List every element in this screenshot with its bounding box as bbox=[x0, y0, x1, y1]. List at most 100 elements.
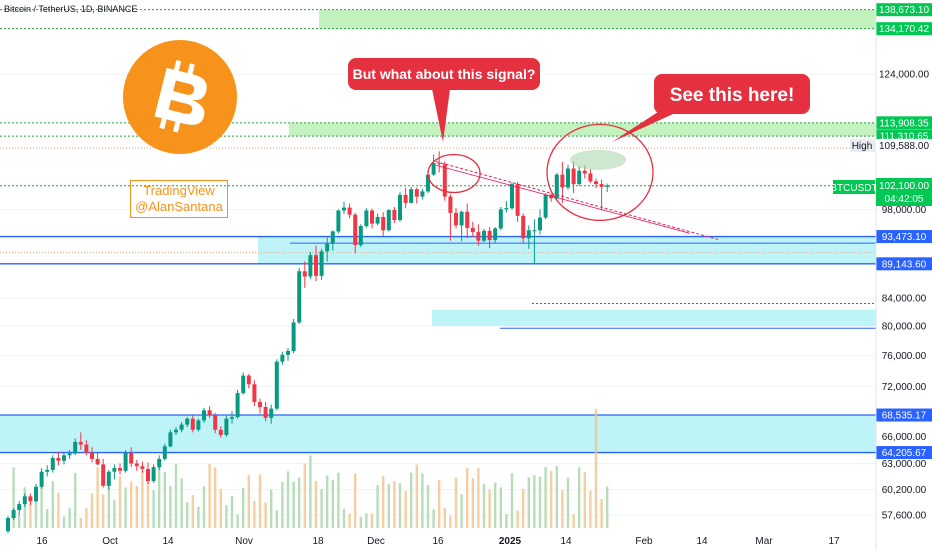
symbol-tag-text: BTCUSDT bbox=[830, 183, 877, 194]
candle-body-27 bbox=[157, 458, 162, 468]
candle-body-37 bbox=[213, 415, 218, 430]
candle-body-106 bbox=[599, 184, 604, 187]
volume-bar-97 bbox=[550, 471, 553, 528]
volume-bar-10 bbox=[62, 516, 66, 528]
volume-bar-86 bbox=[488, 489, 491, 528]
volume-bar-96 bbox=[544, 466, 547, 528]
high-value-text: 109,588.00 bbox=[879, 141, 929, 152]
x-tick-1: Oct bbox=[102, 536, 118, 547]
volume-bar-4 bbox=[29, 497, 32, 528]
volume-bar-23 bbox=[135, 486, 138, 528]
candle-body-69 bbox=[392, 209, 397, 221]
volume-bar-80 bbox=[454, 477, 458, 528]
price-tag-6 bbox=[876, 257, 932, 271]
volume-bar-44 bbox=[253, 501, 256, 528]
volume-bar-45 bbox=[258, 474, 262, 528]
price-tag-1 bbox=[876, 22, 932, 36]
candle-body-12 bbox=[73, 441, 78, 454]
volume-bar-26 bbox=[152, 490, 155, 528]
volume-bar-103 bbox=[583, 472, 586, 528]
volume-bar-59 bbox=[337, 472, 340, 528]
candle-body-55 bbox=[314, 255, 318, 276]
volume-bar-88 bbox=[499, 487, 502, 528]
horizontal-levels bbox=[0, 9, 876, 454]
candle-body-31 bbox=[179, 424, 184, 430]
volume-bar-40 bbox=[230, 495, 234, 528]
trendline-dashed bbox=[435, 161, 719, 240]
price-tag-2 bbox=[876, 116, 932, 130]
candle-body-77 bbox=[437, 163, 442, 165]
zone-cyan-4 bbox=[0, 415, 876, 453]
volume-bar-30 bbox=[174, 463, 178, 528]
volume-bar-54 bbox=[309, 455, 312, 528]
candle-body-82 bbox=[465, 211, 470, 228]
volume-bar-76 bbox=[432, 509, 435, 528]
candle-body-62 bbox=[353, 214, 358, 246]
candle-body-2 bbox=[17, 504, 22, 511]
candle-body-80 bbox=[454, 212, 458, 226]
volume-bar-60 bbox=[342, 508, 346, 528]
candle-body-36 bbox=[207, 410, 212, 416]
volume-bar-69 bbox=[393, 481, 396, 528]
candle-body-41 bbox=[235, 393, 240, 418]
candle-body-5 bbox=[34, 486, 38, 502]
volume-bar-62 bbox=[354, 473, 357, 528]
candle-body-73 bbox=[414, 189, 419, 197]
candle-body-58 bbox=[330, 231, 335, 244]
volume-bar-102 bbox=[578, 467, 581, 528]
y-tick-5: 72,000.00 bbox=[882, 382, 927, 393]
volume-bar-35 bbox=[202, 486, 206, 528]
candle-body-96 bbox=[543, 194, 548, 218]
candle-body-78 bbox=[442, 164, 447, 197]
volume-bar-15 bbox=[90, 493, 94, 528]
volume-bar-106 bbox=[600, 499, 603, 528]
volume-bar-66 bbox=[376, 485, 379, 528]
candle-body-32 bbox=[185, 418, 190, 425]
signal-circle bbox=[427, 153, 481, 194]
chart-title: Bitcoin / TetherUS, 1D, BINANCE bbox=[4, 4, 138, 14]
candle-body-34 bbox=[196, 420, 201, 430]
volume-bar-74 bbox=[421, 473, 424, 528]
volume-bar-8 bbox=[51, 481, 54, 528]
volume-bar-29 bbox=[169, 486, 172, 528]
high-label-box bbox=[850, 139, 875, 152]
candle-body-4 bbox=[28, 496, 33, 502]
volume-bar-83 bbox=[471, 478, 474, 528]
x-tick-12: 17 bbox=[828, 536, 840, 547]
last-price-tag bbox=[876, 178, 932, 206]
volume-bar-43 bbox=[247, 474, 250, 528]
candle-body-54 bbox=[308, 255, 313, 277]
volume-bar-89 bbox=[505, 514, 508, 528]
volume-bars bbox=[6, 408, 609, 528]
candle-body-83 bbox=[470, 227, 475, 233]
candle-body-40 bbox=[230, 417, 234, 419]
y-tick-9: 57,600.00 bbox=[882, 511, 927, 522]
volume-bar-101 bbox=[572, 514, 575, 528]
candle-body-99 bbox=[560, 174, 565, 188]
candle-body-49 bbox=[280, 354, 285, 362]
volume-bar-100 bbox=[566, 477, 570, 528]
volume-bar-91 bbox=[516, 510, 519, 528]
candle-body-65 bbox=[370, 210, 374, 224]
price-tag-text-0: 138,673.10 bbox=[879, 5, 929, 16]
price-tag-text-7: 68,535.17 bbox=[882, 411, 927, 422]
candle-body-95 bbox=[538, 217, 542, 231]
candle-body-89 bbox=[504, 208, 509, 210]
x-tick-8: 14 bbox=[560, 536, 572, 547]
candle-body-38 bbox=[218, 429, 223, 435]
volume-bar-34 bbox=[197, 506, 200, 528]
volume-bar-79 bbox=[449, 515, 452, 528]
here-circle bbox=[546, 123, 654, 222]
y-tick-1: 98,000.00 bbox=[882, 205, 927, 216]
candle-body-91 bbox=[515, 184, 520, 216]
y-tick-6: 66,000.00 bbox=[882, 432, 927, 443]
candle-body-24 bbox=[140, 466, 145, 469]
volume-bar-2 bbox=[18, 514, 21, 528]
candle-body-51 bbox=[291, 322, 296, 352]
volume-bar-72 bbox=[410, 472, 413, 528]
trendline-solid bbox=[435, 164, 691, 234]
candle-body-22 bbox=[129, 452, 134, 464]
volume-bar-19 bbox=[113, 500, 116, 528]
volume-bar-24 bbox=[141, 470, 144, 528]
volume-bar-1 bbox=[12, 467, 15, 528]
